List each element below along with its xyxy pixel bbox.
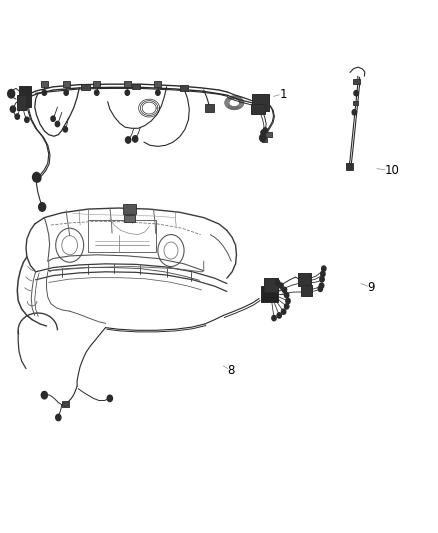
Circle shape <box>42 90 46 95</box>
Circle shape <box>272 316 276 321</box>
Circle shape <box>285 304 289 309</box>
Circle shape <box>321 271 325 277</box>
Bar <box>154 82 161 87</box>
Bar <box>180 85 188 91</box>
Bar <box>132 84 140 90</box>
Circle shape <box>51 116 55 122</box>
Bar <box>265 132 272 138</box>
Circle shape <box>155 90 160 95</box>
Bar <box>353 79 360 84</box>
Bar <box>81 84 90 90</box>
Circle shape <box>283 287 287 293</box>
Bar <box>301 285 312 296</box>
Circle shape <box>319 283 324 288</box>
Bar <box>18 86 31 107</box>
Bar <box>251 104 265 115</box>
Circle shape <box>260 134 266 142</box>
Bar <box>124 82 131 87</box>
Bar <box>264 278 278 292</box>
Circle shape <box>320 277 324 282</box>
Circle shape <box>63 127 67 132</box>
Circle shape <box>11 106 15 112</box>
Circle shape <box>261 136 266 141</box>
Circle shape <box>25 117 29 123</box>
Circle shape <box>125 90 130 95</box>
Circle shape <box>39 203 46 211</box>
Circle shape <box>354 91 358 96</box>
Text: 1: 1 <box>279 88 287 101</box>
Bar <box>205 104 214 112</box>
Circle shape <box>8 90 14 98</box>
Circle shape <box>321 266 326 271</box>
Circle shape <box>261 130 265 135</box>
Circle shape <box>41 391 47 399</box>
Circle shape <box>95 90 99 95</box>
Circle shape <box>133 136 138 142</box>
Bar <box>262 138 268 142</box>
Bar <box>353 101 358 105</box>
Circle shape <box>285 293 289 298</box>
Circle shape <box>64 90 68 95</box>
Bar <box>297 273 311 286</box>
Bar <box>252 94 269 111</box>
Circle shape <box>107 395 113 401</box>
Bar <box>88 220 155 252</box>
Circle shape <box>352 110 357 115</box>
Bar <box>93 82 100 87</box>
Circle shape <box>279 283 283 288</box>
Bar <box>17 95 26 110</box>
Circle shape <box>276 280 280 285</box>
Bar <box>41 82 48 87</box>
Circle shape <box>35 174 41 182</box>
Circle shape <box>56 414 61 421</box>
Circle shape <box>55 122 60 127</box>
Bar <box>346 164 353 169</box>
Circle shape <box>277 313 282 318</box>
Circle shape <box>282 309 286 314</box>
Bar <box>123 204 136 214</box>
Circle shape <box>15 114 19 119</box>
Circle shape <box>318 286 322 292</box>
Circle shape <box>126 137 131 143</box>
Bar <box>124 215 135 222</box>
Circle shape <box>263 128 268 133</box>
Bar <box>62 401 69 407</box>
Circle shape <box>286 298 290 304</box>
Bar <box>63 82 70 87</box>
Bar <box>261 286 278 302</box>
Text: 8: 8 <box>228 364 235 377</box>
Text: 9: 9 <box>367 281 375 294</box>
Circle shape <box>32 172 40 182</box>
Text: 10: 10 <box>385 164 400 177</box>
